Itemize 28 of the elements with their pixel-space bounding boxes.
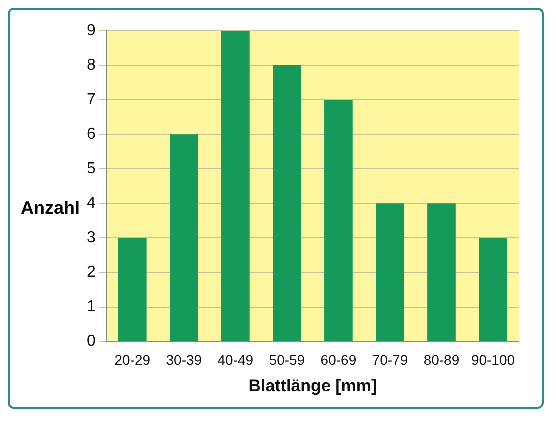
x-tick-label: 40-49 (218, 352, 254, 368)
y-tick-label: 5 (86, 160, 96, 178)
bar (118, 238, 147, 342)
y-tick-label: 6 (86, 126, 96, 144)
bar (324, 100, 353, 342)
y-tick-label: 9 (86, 22, 96, 40)
y-tick-label: 4 (86, 195, 96, 212)
x-tick-label: 80-89 (424, 352, 460, 368)
bar (273, 66, 302, 342)
y-tick-label: 0 (86, 333, 96, 350)
y-tick-label: 2 (86, 264, 96, 282)
bar (170, 134, 198, 342)
bar (479, 238, 508, 342)
y-tick-label: 1 (86, 298, 96, 316)
x-tick-label: 30-39 (166, 352, 202, 368)
x-tick-label: 90-100 (471, 352, 516, 368)
x-tick-label: 50-59 (269, 352, 306, 368)
bar (428, 204, 456, 342)
x-tick-label: 60-69 (320, 352, 357, 368)
x-tick-label: 70-79 (372, 352, 408, 368)
y-tick-label: 7 (86, 91, 96, 108)
y-axis-title: Anzahl (20, 198, 81, 219)
x-tick-label: 20-29 (114, 352, 151, 368)
bar (376, 204, 404, 342)
x-axis-title: Blattlänge [mm] (248, 376, 378, 396)
y-tick-label: 8 (86, 56, 96, 74)
bar (222, 31, 250, 342)
y-tick-label: 3 (86, 230, 96, 247)
